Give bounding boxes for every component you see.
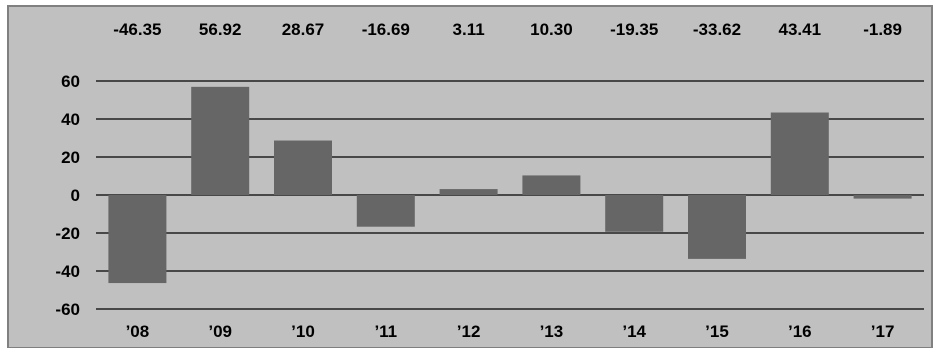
x-category-label: ’17 bbox=[871, 322, 895, 341]
bar-value-label: -1.89 bbox=[863, 20, 902, 39]
x-category-label: ’16 bbox=[788, 322, 812, 341]
bar-value-label: -19.35 bbox=[610, 20, 658, 39]
bar bbox=[439, 189, 498, 195]
bar bbox=[191, 86, 250, 195]
bar bbox=[688, 195, 746, 259]
y-tick-label: -60 bbox=[55, 300, 80, 319]
y-tick-label: 0 bbox=[71, 186, 80, 205]
bar-value-label: 3.11 bbox=[453, 20, 485, 39]
x-category-label: ’15 bbox=[705, 322, 729, 341]
bar bbox=[356, 195, 415, 227]
x-category-label: ’09 bbox=[208, 322, 232, 341]
bar bbox=[605, 195, 664, 232]
bar bbox=[853, 195, 912, 199]
bar bbox=[108, 195, 167, 284]
y-tick-label: -40 bbox=[55, 262, 80, 281]
x-category-label: ’12 bbox=[457, 322, 481, 341]
bars bbox=[108, 86, 912, 284]
bar-value-label: 28.67 bbox=[282, 20, 325, 39]
bar bbox=[770, 112, 829, 195]
bar-value-label: 43.41 bbox=[779, 20, 822, 39]
bar-value-label: 56.92 bbox=[199, 20, 242, 39]
y-axis-tick-labels: 60 40 20 0 -20 -40 -60 bbox=[55, 72, 80, 319]
bar bbox=[274, 140, 332, 195]
x-category-label: ’11 bbox=[374, 322, 397, 341]
bar-value-label: -16.69 bbox=[362, 20, 410, 39]
bar-value-label: -46.35 bbox=[113, 20, 161, 39]
bar-value-label: 10.30 bbox=[530, 20, 573, 39]
x-axis-category-labels: ’08 ’09 ’10 ’11 ’12 ’13 ’14 ’15 ’16 ’17 bbox=[126, 322, 895, 341]
x-category-label: ’10 bbox=[291, 322, 315, 341]
y-tick-label: -20 bbox=[55, 224, 80, 243]
x-category-label: ’14 bbox=[622, 322, 646, 341]
x-category-label: ’08 bbox=[126, 322, 150, 341]
value-labels: -46.35 56.92 28.67 -16.69 3.11 10.30 -19.35 -33… bbox=[113, 20, 902, 39]
bar bbox=[522, 175, 581, 195]
y-tick-label: 40 bbox=[61, 110, 80, 129]
bar-value-label: -33.62 bbox=[693, 20, 741, 39]
y-tick-label: 20 bbox=[61, 148, 80, 167]
y-tick-label: 60 bbox=[61, 72, 80, 91]
x-category-label: ’13 bbox=[540, 322, 564, 341]
